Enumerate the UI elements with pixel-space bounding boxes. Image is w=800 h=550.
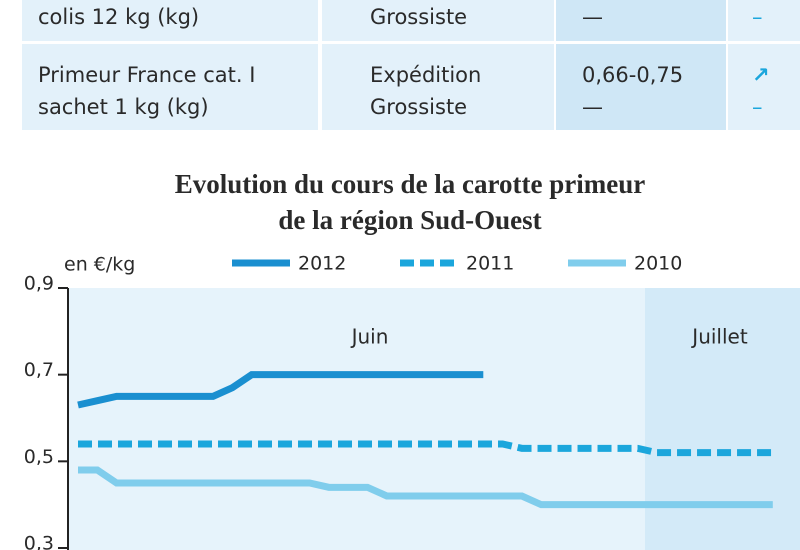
table-cell: Grossiste (370, 95, 468, 119)
table-cell: ↗ (752, 63, 770, 87)
series-line (77, 371, 484, 409)
table-cell: Expédition (370, 63, 482, 87)
table-cell: 0,66-0,75 (582, 63, 684, 87)
table-cell: – (752, 5, 763, 29)
legend-label: 2010 (634, 253, 682, 275)
table-bg (322, 0, 554, 130)
table-cell: Primeur France cat. I (38, 63, 256, 87)
series-line (78, 466, 773, 509)
series-line (78, 440, 773, 457)
table-bg (22, 0, 318, 130)
y-tick-label: 0,5 (24, 446, 54, 468)
y-tick-label: 0,9 (24, 273, 54, 295)
chart-title: de la région Sud-Ouest (278, 205, 541, 235)
legend-label: 2011 (466, 253, 514, 275)
row-separator (22, 41, 800, 44)
month-label: Juin (350, 325, 389, 349)
table-cell: – (752, 95, 763, 119)
chart-title: Evolution du cours de la carotte primeur (175, 169, 645, 199)
y-axis-label: en €/kg (64, 254, 135, 276)
y-tick-label: 0,3 (24, 533, 54, 550)
table-cell: — (582, 95, 603, 119)
table-cell: sachet 1 kg (kg) (38, 95, 209, 119)
month-label: Juillet (690, 325, 748, 349)
table-cell: colis 12 kg (kg) (38, 5, 200, 29)
table-cell: Grossiste (370, 5, 468, 29)
table-bg (556, 0, 726, 130)
table-bg (728, 0, 800, 130)
table-cell: — (582, 5, 603, 29)
y-tick-label: 0,7 (24, 359, 54, 381)
legend-label: 2012 (298, 253, 346, 275)
